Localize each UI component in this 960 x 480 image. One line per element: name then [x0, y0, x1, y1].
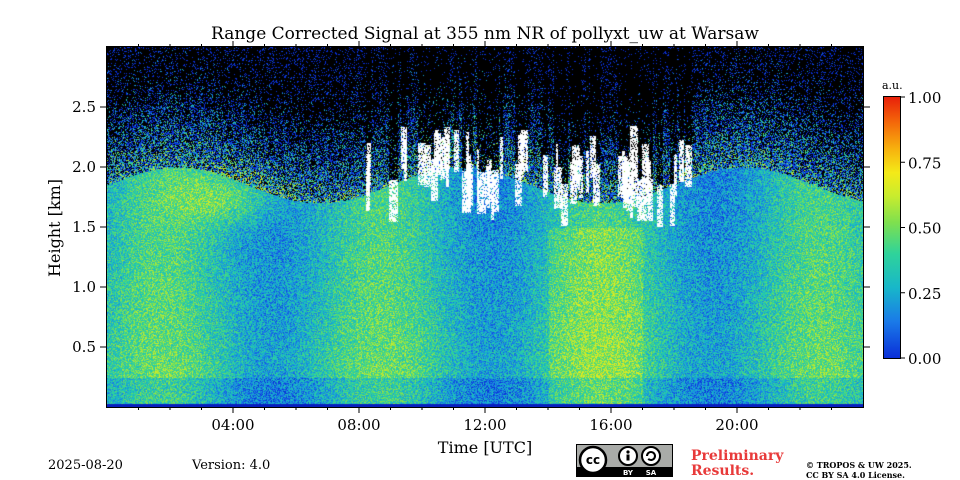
colorbar-unit: a.u.: [882, 79, 903, 92]
x-tick-label: 04:00: [211, 416, 254, 434]
date-label: 2025-08-20: [48, 458, 123, 473]
x-tick-label: 12:00: [463, 416, 506, 434]
x-tick-label: 16:00: [589, 416, 632, 434]
preliminary-line-2: Results.: [691, 463, 755, 479]
cc-icon: [578, 445, 608, 475]
sa-share-icon: [641, 446, 661, 466]
colorbar-tick-label: 0.75: [908, 154, 941, 172]
y-tick-label: 2.5: [72, 98, 96, 116]
version-label: Version: 4.0: [192, 458, 271, 473]
colorbar-tick-label: 0.00: [908, 350, 941, 368]
cc-license-logo: cc BY SA: [577, 445, 672, 477]
cc-text: cc: [586, 453, 600, 467]
y-tick-label: 0.5: [72, 338, 96, 356]
signal-heatmap: [107, 47, 863, 407]
preliminary-line-1: Preliminary: [691, 448, 784, 464]
chart-title: Range Corrected Signal at 355 nm NR of p…: [211, 24, 759, 44]
colorbar-axis: 0.00 0.25 0.50 0.75 1.00: [901, 89, 941, 368]
x-tick-label: 08:00: [337, 416, 380, 434]
copyright-notice: © TROPOS & UW 2025. CC BY SA 4.0 License…: [806, 460, 912, 480]
colorbar-tick-label: 0.50: [908, 220, 941, 238]
y-tick-label: 1.0: [72, 278, 96, 296]
preliminary-notice: Preliminary Results.: [691, 449, 783, 479]
y-tick-label: 1.5: [72, 218, 96, 236]
y-tick-label: 2.0: [72, 158, 96, 176]
plot-area: [106, 46, 864, 408]
x-tick-label: 20:00: [715, 416, 758, 434]
colorbar-tick-label: 1.00: [908, 89, 941, 107]
sa-text: SA: [646, 469, 657, 476]
copyright-line-2: CC BY SA 4.0 License.: [806, 470, 905, 480]
colorbar-tick-label: 0.25: [908, 285, 941, 303]
copyright-line-1: © TROPOS & UW 2025.: [806, 460, 912, 470]
x-axis-label: Time [UTC]: [438, 438, 532, 457]
by-text: BY: [623, 469, 634, 476]
y-axis-label: Height [km]: [45, 179, 64, 277]
colorbar: [883, 96, 901, 359]
cc-license-badge[interactable]: cc BY SA: [576, 444, 673, 477]
